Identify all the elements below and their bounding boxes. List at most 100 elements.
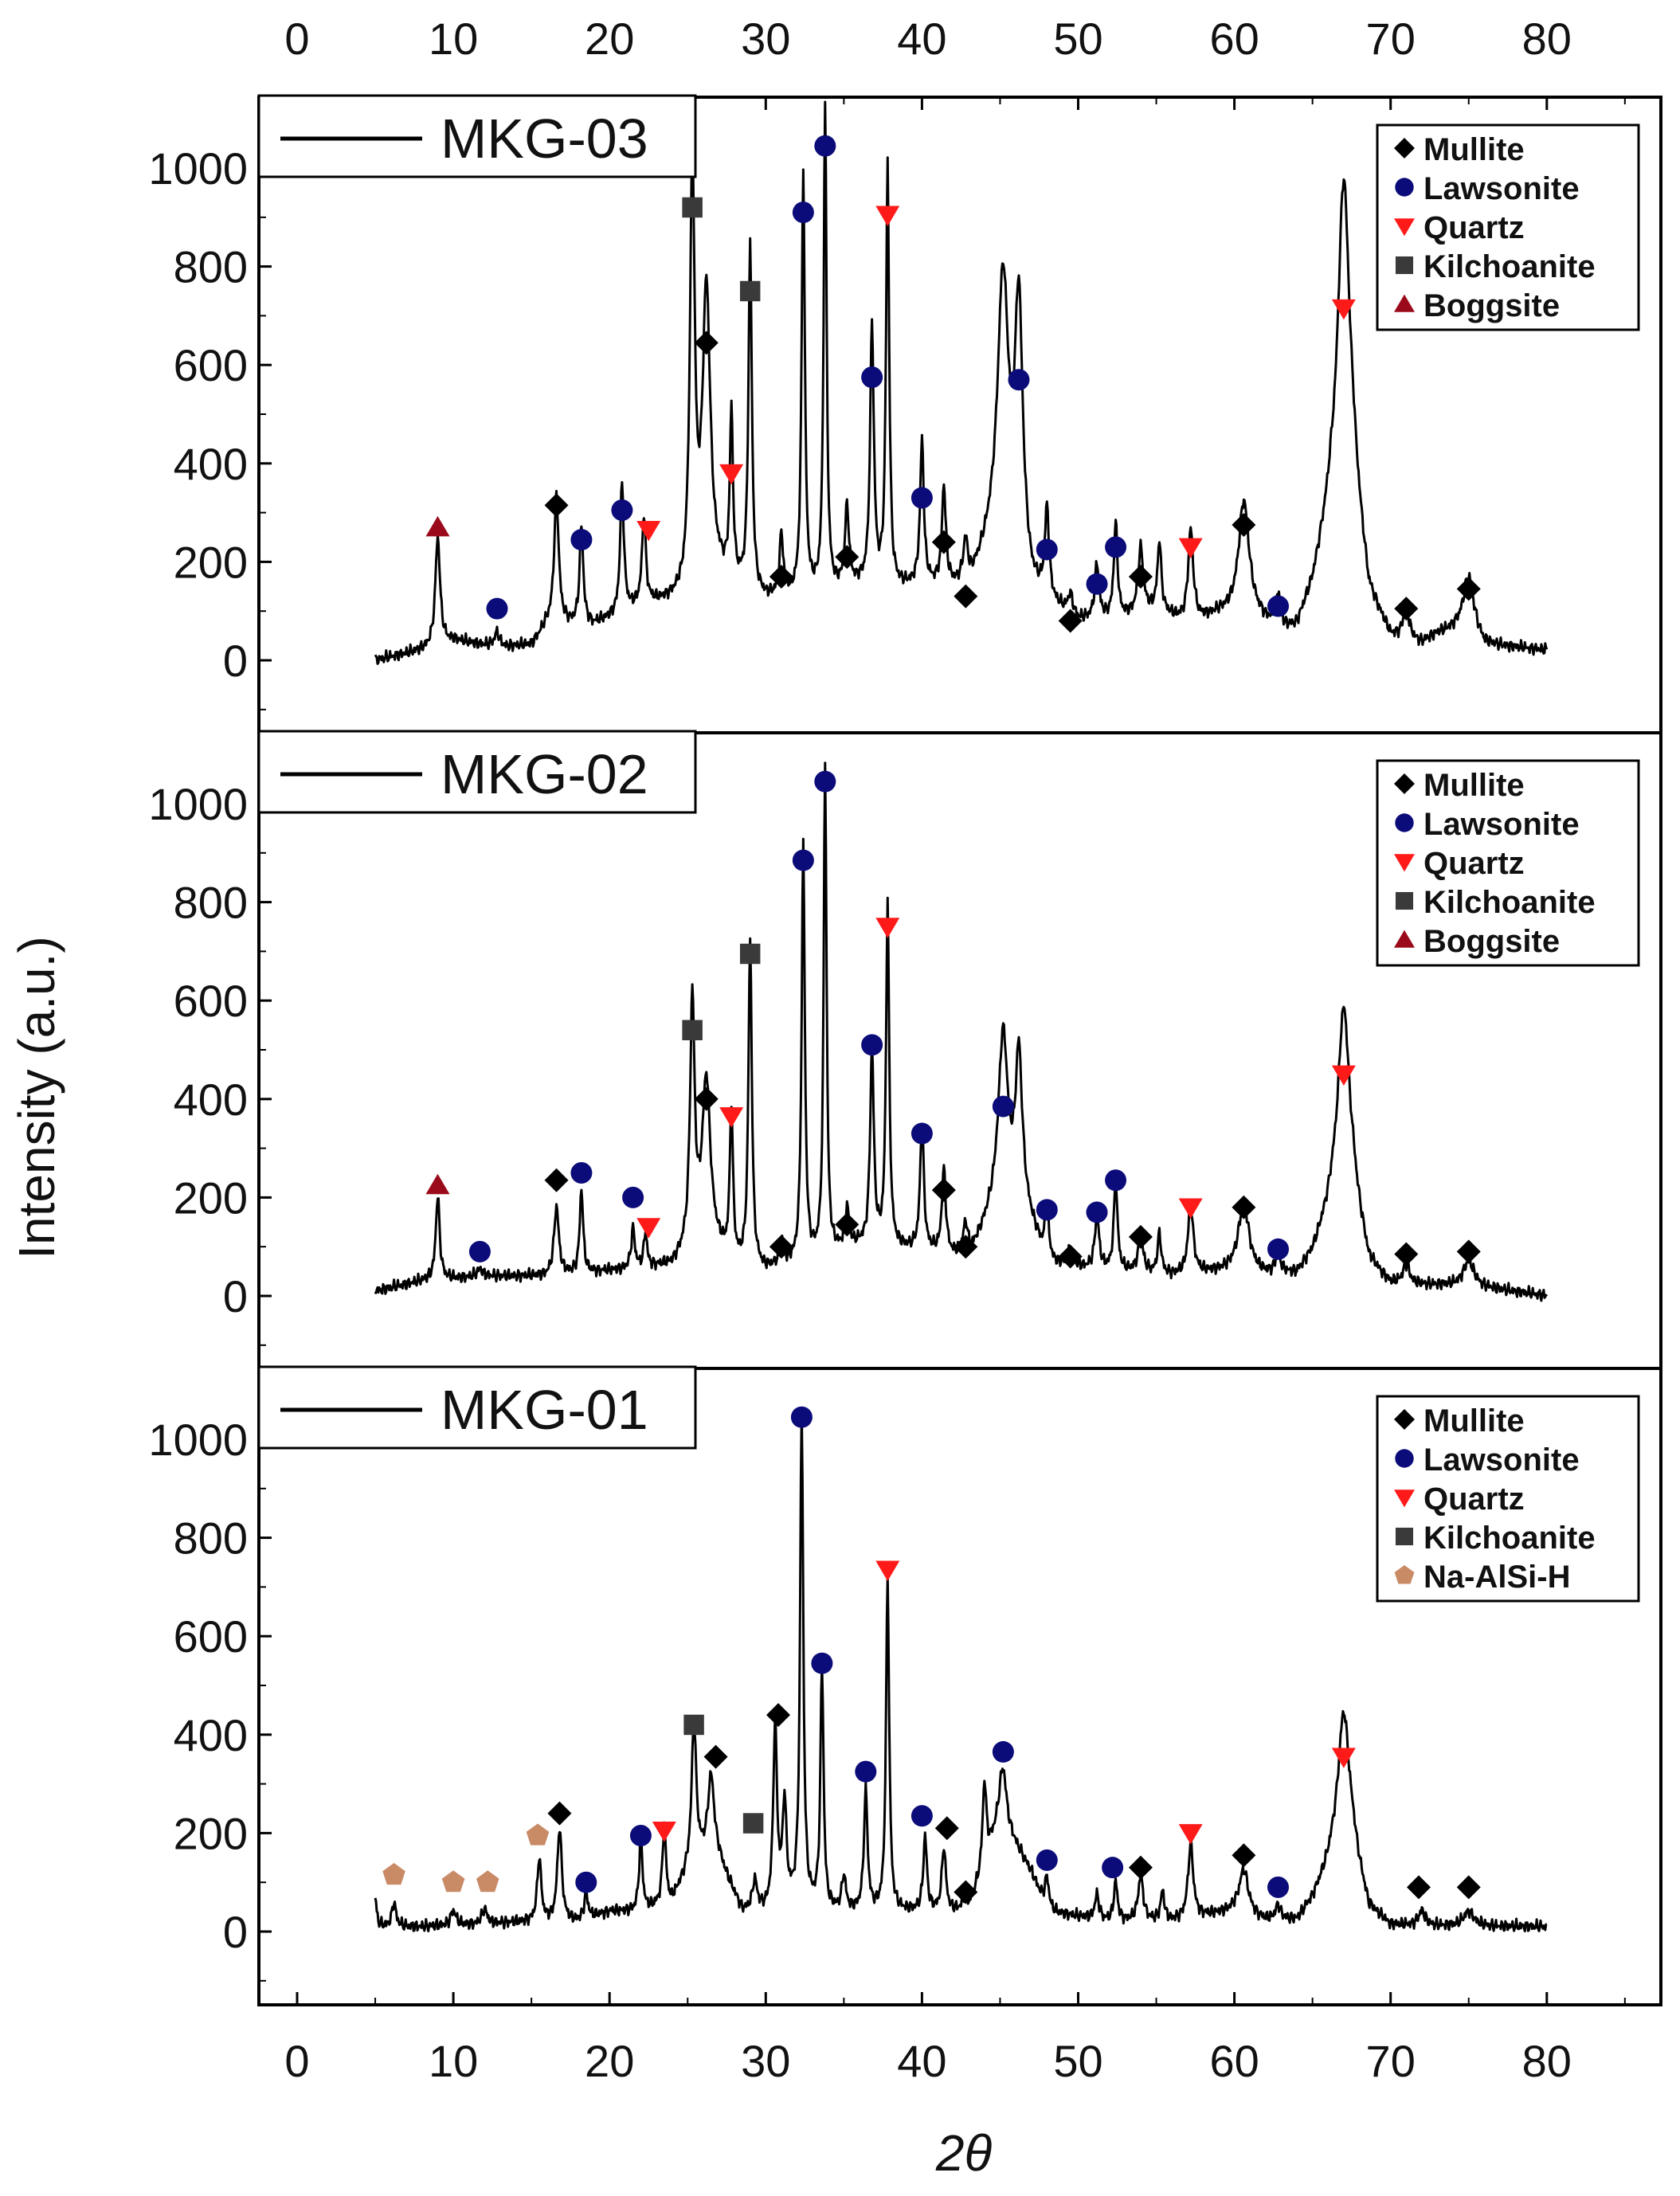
marker-lawsonite [1267,1876,1290,1898]
y-axis: 0 200 400 600 800 1000 [148,754,272,1346]
marker-mullite [1406,1875,1431,1900]
x-tick-label-top: 60 [1209,14,1259,64]
x-tick-label-bottom: 30 [741,2036,790,2086]
marker-mullite [544,1168,569,1192]
y-tick-label: 400 [174,1075,248,1125]
y-tick-label: 800 [174,878,248,928]
marker-quartz [1331,299,1356,320]
marker-kilchoanite [683,1714,704,1736]
marker-quartz [719,464,744,485]
marker-kilchoanite [742,1813,764,1834]
sample-label-mkg-02: MKG-02 [257,730,697,814]
legend-item-mullite: Mullite [1394,768,1525,803]
x-tick-label-top: 80 [1522,14,1572,64]
marker-mullite [931,1178,956,1203]
y-tick-label: 1000 [148,779,248,829]
marker-lawsonite [811,1652,833,1674]
marker-lawsonite [611,499,633,522]
marker-lawsonite [792,849,814,871]
marker-lawsonite [1105,1169,1127,1192]
marker-lawsonite [910,1805,933,1827]
marker-mullite [694,331,719,355]
marker-lawsonite [855,1760,877,1783]
marker-quartz [875,206,900,226]
marker-mullite [1394,597,1419,621]
marker-mullite [1456,1875,1481,1900]
marker-lawsonite [622,1186,644,1208]
marker-mullite [1058,609,1083,633]
y-axis: 0 200 400 600 800 1000 [148,118,272,710]
x-tick-label-bottom: 70 [1366,2036,1416,2086]
legend-box [1376,123,1640,331]
marker-lawsonite [1267,1238,1290,1260]
panel-mkg-03: 0 200 400 600 800 1000 MKG-03 Mullite Lawsonite Q… [148,94,1662,734]
circle-icon [1395,813,1414,832]
x-tick-label-top: 40 [897,14,946,64]
legend-label: Na-AlSi-H [1423,1560,1570,1595]
phase-markers [425,135,1481,633]
marker-lawsonite [1086,1201,1108,1223]
y-tick-label: 0 [223,1907,248,1957]
series-line-mkg-01 [374,1408,1548,1932]
legend-label: Quartz [1423,210,1525,245]
y-tick-label: 800 [174,1513,248,1564]
marker-na-alsi-h [476,1870,499,1893]
marker-mullite [1232,513,1256,538]
circle-icon [1395,1449,1414,1468]
phase-markers [382,1406,1481,1904]
marker-quartz [875,1560,900,1582]
marker-boggsite [425,1173,450,1195]
legend-label: Quartz [1423,1482,1525,1517]
marker-quartz [1178,1198,1203,1219]
legend-item-mullite: Mullite [1394,132,1525,167]
marker-mullite [703,1744,728,1769]
marker-mullite [1232,1843,1256,1868]
sample-name: MKG-03 [441,108,648,170]
x-tick-label-top: 0 [284,14,309,64]
marker-mullite [1456,577,1481,601]
legend-item-lawsonite: Lawsonite [1395,807,1580,842]
y-axis: 0 200 400 600 800 1000 [148,1389,272,1982]
marker-mullite [934,1816,959,1841]
legend-label: Kilchoanite [1423,885,1596,920]
marker-kilchoanite [682,197,703,218]
legend-label: Boggsite [1423,288,1560,323]
marker-lawsonite [1036,1199,1058,1221]
marker-lawsonite [468,1240,491,1262]
legend-label: Mullite [1423,132,1525,167]
marker-mullite [1394,1242,1419,1266]
legend-label: Kilchoanite [1423,1521,1596,1556]
marker-lawsonite [861,1034,883,1056]
y-tick-label: 400 [174,439,248,489]
x-tick-label-bottom: 20 [585,2036,634,2086]
triangle-down-icon [1394,854,1415,872]
diamond-icon [1394,138,1415,159]
marker-lawsonite [1086,573,1108,595]
marker-quartz [1331,1065,1356,1086]
legend-label: Lawsonite [1423,171,1580,206]
marker-mullite [1058,1244,1083,1269]
marker-na-alsi-h [526,1823,550,1846]
marker-quartz [1331,1748,1356,1768]
marker-mullite [547,1801,572,1826]
x-tick-label-top: 10 [429,14,478,64]
x-tick-label-top: 70 [1366,14,1416,64]
marker-mullite [766,1703,790,1728]
x-tick-label-bottom: 80 [1522,2036,1572,2086]
top-x-axis: 0 10 20 30 40 50 60 70 80 [284,14,1626,110]
sample-name: MKG-02 [441,743,648,805]
y-axis-title: Intensity (a.u.) [8,936,65,1259]
marker-lawsonite [629,1824,652,1846]
bottom-x-axis: 0 10 20 30 40 50 60 70 80 [284,1992,1626,2086]
legend-item-lawsonite: Lawsonite [1395,1442,1580,1478]
marker-mullite [954,584,978,609]
legend-box [1376,1395,1640,1603]
marker-kilchoanite [682,1020,703,1041]
square-icon [1395,1527,1414,1546]
marker-mullite [769,564,793,589]
diamond-icon [1394,1409,1415,1430]
diamond-icon [1394,773,1415,794]
legend-item-quartz: Quartz [1394,846,1525,881]
sample-label-mkg-01: MKG-01 [257,1365,697,1450]
